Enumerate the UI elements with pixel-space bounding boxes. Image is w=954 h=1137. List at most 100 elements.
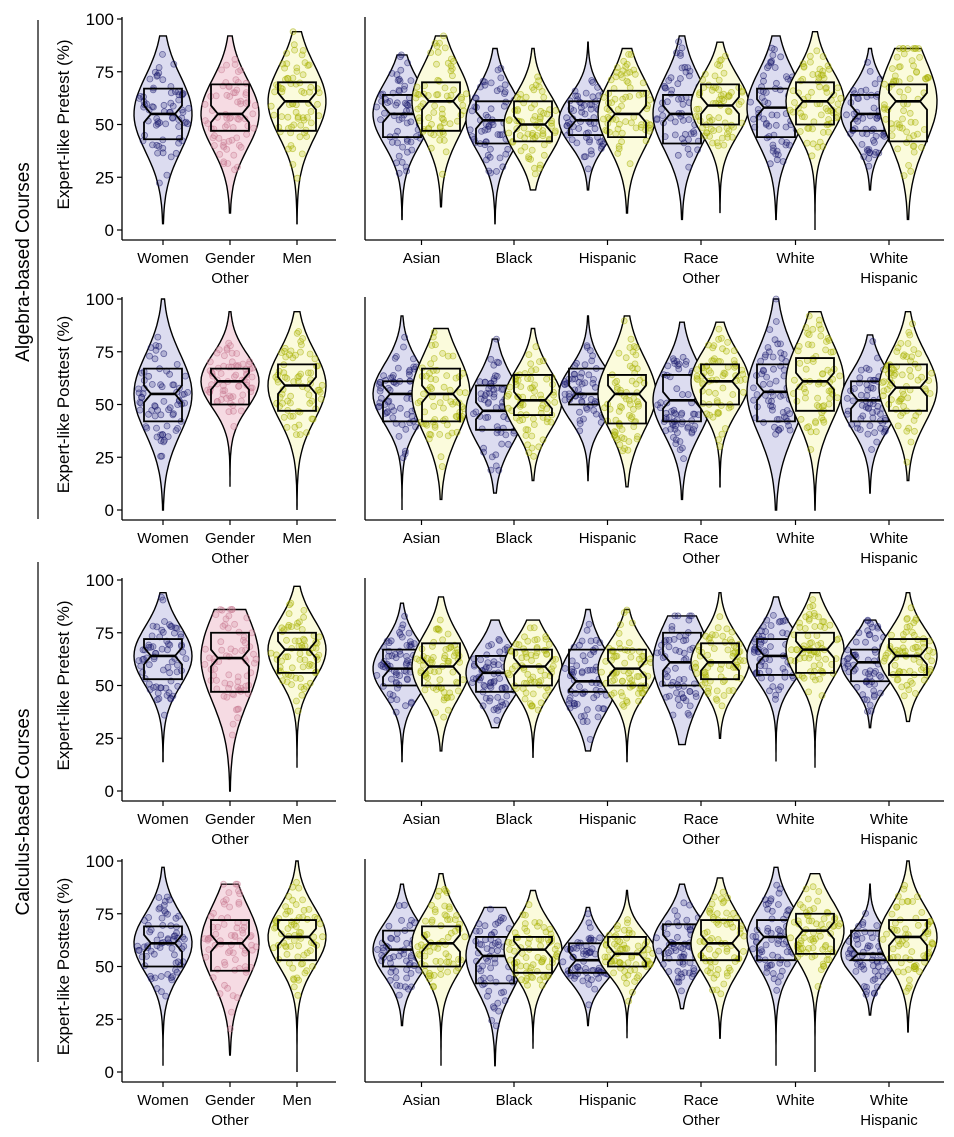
race-right-point [716, 613, 724, 620]
race-left-point [373, 103, 381, 111]
race-right-point [623, 606, 631, 614]
violin-women [133, 866, 193, 1066]
gender-point [290, 937, 298, 944]
race-left-point [389, 692, 397, 699]
race-left-point [385, 922, 393, 930]
race-left-point [877, 673, 885, 681]
race-right-point [461, 933, 469, 941]
race-left-point [776, 959, 784, 967]
race-left-point [494, 131, 502, 138]
gender-point [159, 144, 167, 152]
race-left-point [479, 702, 487, 710]
race-right-point [894, 422, 902, 430]
race-left-point [868, 446, 875, 453]
race-right-point [634, 942, 642, 950]
gender-point [303, 949, 311, 957]
gender-point [289, 161, 297, 168]
race-left-point [405, 629, 413, 637]
race-right-point [430, 355, 438, 362]
race-right-point [910, 416, 918, 424]
race-right-point [460, 107, 468, 115]
race-right-point [720, 692, 728, 699]
race-left-point [486, 145, 494, 153]
race-left-point [403, 653, 410, 660]
x-tick-label: Other [211, 550, 249, 567]
race-left-point [678, 690, 686, 698]
race-right-point [728, 638, 736, 646]
race-left-point [377, 394, 385, 402]
race-left-point [866, 376, 874, 384]
gender-point [230, 373, 238, 381]
gender-point [303, 967, 311, 975]
y-tick-label: 100 [86, 852, 114, 871]
y-tick-label: 0 [105, 1063, 114, 1082]
race-left-point [404, 59, 412, 67]
gender-point [175, 139, 183, 147]
gender-point [291, 637, 299, 645]
race-right-point [430, 943, 438, 951]
race-right-point [812, 428, 820, 436]
race-left-point [493, 423, 501, 431]
race-left-point [844, 410, 851, 418]
race-right-point [724, 338, 731, 346]
race-right-point [799, 60, 807, 68]
race-right-point [798, 113, 806, 120]
race-right-point [712, 389, 719, 397]
y-tick-label: 50 [95, 677, 114, 696]
race-left-point [667, 74, 675, 82]
gender-point [270, 944, 278, 952]
gender-point [154, 689, 162, 697]
race-left-point [497, 989, 505, 997]
race-right-point [814, 143, 822, 151]
race-left-point [754, 106, 762, 113]
gender-point [287, 412, 294, 420]
gender-point [234, 678, 242, 685]
race-left-point [568, 657, 576, 665]
race-left-point [500, 102, 508, 110]
gender-subplot: 0 25 50 75 100 Women Gender Other Men [86, 290, 336, 567]
race-left-point [869, 409, 876, 416]
race-left-point [399, 143, 407, 151]
race-left-point [403, 119, 411, 127]
gender-point [217, 638, 225, 646]
race-left-point [773, 156, 781, 164]
race-right-point [834, 84, 841, 92]
race-right-point [814, 394, 821, 402]
race-left-point [692, 690, 700, 697]
gender-point [296, 133, 304, 141]
race-left-point [496, 154, 504, 162]
race-right-point [716, 443, 724, 450]
race-right-point [506, 671, 513, 679]
gender-point [283, 423, 291, 431]
gender-point [317, 395, 325, 403]
race-right-point [453, 912, 460, 919]
gender-point [154, 406, 162, 414]
x-tick-label: Black [496, 250, 533, 267]
race-right-point [428, 901, 436, 909]
race-left-point [686, 688, 694, 695]
race-right-point [815, 888, 823, 895]
gender-point [229, 407, 237, 415]
race-right-point [527, 651, 535, 659]
gender-point [148, 632, 156, 640]
race-left-point [671, 131, 679, 139]
race-right-point [693, 670, 701, 677]
violin-pair-white [746, 295, 845, 511]
gender-point [306, 350, 314, 358]
race-right-point [539, 357, 547, 365]
race-left-point [858, 935, 866, 942]
race-right-point [622, 63, 630, 70]
race-left-point [653, 934, 660, 942]
x-tick-label: White [870, 1092, 908, 1109]
race-left-point [665, 968, 673, 975]
race-right-point [639, 79, 647, 87]
race-right-point [544, 686, 552, 694]
race-right-point [446, 916, 454, 923]
race-right-point [908, 57, 916, 64]
race-left-point [486, 682, 494, 690]
race-left-point [762, 628, 769, 635]
race-left-point [674, 612, 682, 620]
gender-point [271, 88, 279, 96]
gender-point [227, 400, 234, 407]
race-left-point [674, 80, 682, 88]
